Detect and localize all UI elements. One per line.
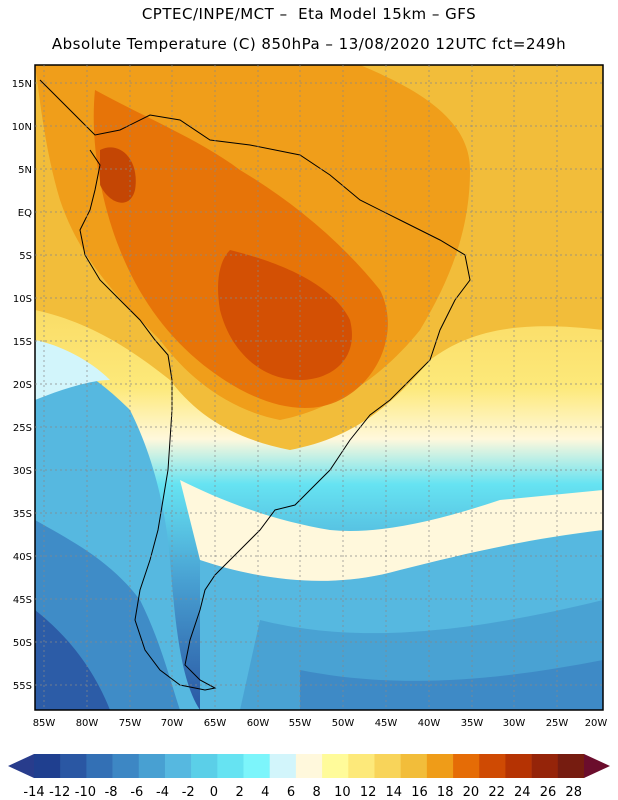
lat-label: 25S <box>13 423 32 434</box>
colorbar-swatch <box>243 754 271 778</box>
lat-label: 45S <box>13 595 32 606</box>
lon-label: 50W <box>332 718 355 729</box>
colorbar-swatch <box>479 754 506 778</box>
lat-label: 30S <box>13 466 32 477</box>
lon-label: 75W <box>119 718 142 729</box>
colorbar-label: -4 <box>156 785 169 800</box>
lon-label: 80W <box>76 718 99 729</box>
colorbar-label: 20 <box>463 785 480 800</box>
colorbar-label: 26 <box>540 785 557 800</box>
colorbar-label: -6 <box>130 785 143 800</box>
coastline <box>39 79 471 691</box>
colorbar-label: 28 <box>565 785 582 800</box>
colorbar-label: -8 <box>105 785 118 800</box>
colorbar <box>8 754 610 778</box>
colorbar-label: -2 <box>182 785 195 800</box>
lat-label: 55S <box>13 681 32 692</box>
colorbar-label: 18 <box>437 785 454 800</box>
colorbar-label: 14 <box>386 785 403 800</box>
colorbar-swatch <box>348 754 375 778</box>
colorbar-label: 2 <box>235 785 243 800</box>
lat-label: 5N <box>18 165 32 176</box>
colorbar-swatch <box>34 754 61 778</box>
colorbar-label: 0 <box>210 785 218 800</box>
lon-label: 70W <box>161 718 184 729</box>
colorbar-labels: -14 -12 -10 -8 -6 -4 -2 0 2 4 6 8 10 12 … <box>23 785 582 800</box>
lon-label: 20W <box>585 718 608 729</box>
lat-label: 20S <box>13 380 32 391</box>
lon-label: 40W <box>418 718 441 729</box>
longitude-labels: 85W 80W 75W 70W 65W 60W 55W 50W 45W 40W … <box>33 718 608 729</box>
lat-label: 40S <box>13 552 32 563</box>
temperature-field <box>35 65 603 710</box>
colorbar-swatch <box>400 754 428 778</box>
lon-label: 65W <box>204 718 227 729</box>
colorbar-label: 8 <box>313 785 321 800</box>
latitude-labels: 15N 10N 5N EQ 5S 10S 15S 20S 25S 30S 35S… <box>12 79 32 692</box>
lat-label: 15S <box>13 337 32 348</box>
colorbar-swatch <box>164 754 192 778</box>
colorbar-swatch <box>295 754 323 778</box>
lat-label: 15N <box>12 79 32 90</box>
lon-label: 25W <box>546 718 569 729</box>
colorbar-label: 24 <box>514 785 531 800</box>
colorbar-swatch <box>426 754 454 778</box>
colorbar-label: 22 <box>488 785 505 800</box>
colorbar-swatch <box>374 754 401 778</box>
lon-label: 55W <box>289 718 312 729</box>
colorbar-swatch <box>112 754 140 778</box>
colorbar-swatch <box>453 754 480 778</box>
lon-label: 85W <box>33 718 56 729</box>
lat-label: 5S <box>19 251 32 262</box>
colorbar-label: 12 <box>360 785 377 800</box>
colorbar-label: -14 <box>23 785 44 800</box>
colorbar-swatch <box>138 754 166 778</box>
lat-label: 35S <box>13 509 32 520</box>
lon-label: 45W <box>375 718 398 729</box>
colorbar-swatch <box>269 754 297 778</box>
title-line-2: Absolute Temperature (C) 850hPa – 13/08/… <box>51 35 567 53</box>
title-line-1: CPTEC/INPE/MCT – Eta Model 15km – GFS <box>141 5 477 23</box>
lon-label: 35W <box>461 718 484 729</box>
colorbar-right-arrow <box>584 754 610 778</box>
colorbar-swatch <box>505 754 532 778</box>
lon-label: 60W <box>247 718 270 729</box>
colorbar-label: 10 <box>334 785 351 800</box>
colorbar-swatch <box>191 754 218 778</box>
map-frame <box>34 64 604 711</box>
colorbar-swatch <box>322 754 349 778</box>
lat-label: 10S <box>13 294 32 305</box>
colorbar-label: -12 <box>49 785 70 800</box>
colorbar-label: 4 <box>261 785 269 800</box>
colorbar-swatch <box>217 754 244 778</box>
lat-label: EQ <box>18 208 32 219</box>
colorbar-swatch <box>531 754 559 778</box>
lon-label: 30W <box>503 718 526 729</box>
lat-label: 10N <box>12 122 32 133</box>
colorbar-left-arrow <box>8 754 34 778</box>
colorbar-swatch <box>557 754 585 778</box>
colorbar-swatch <box>86 754 113 778</box>
colorbar-label: 16 <box>411 785 428 800</box>
colorbar-swatch <box>60 754 87 778</box>
lat-label: 50S <box>13 638 32 649</box>
colorbar-label: -10 <box>75 785 96 800</box>
colorbar-label: 6 <box>287 785 295 800</box>
